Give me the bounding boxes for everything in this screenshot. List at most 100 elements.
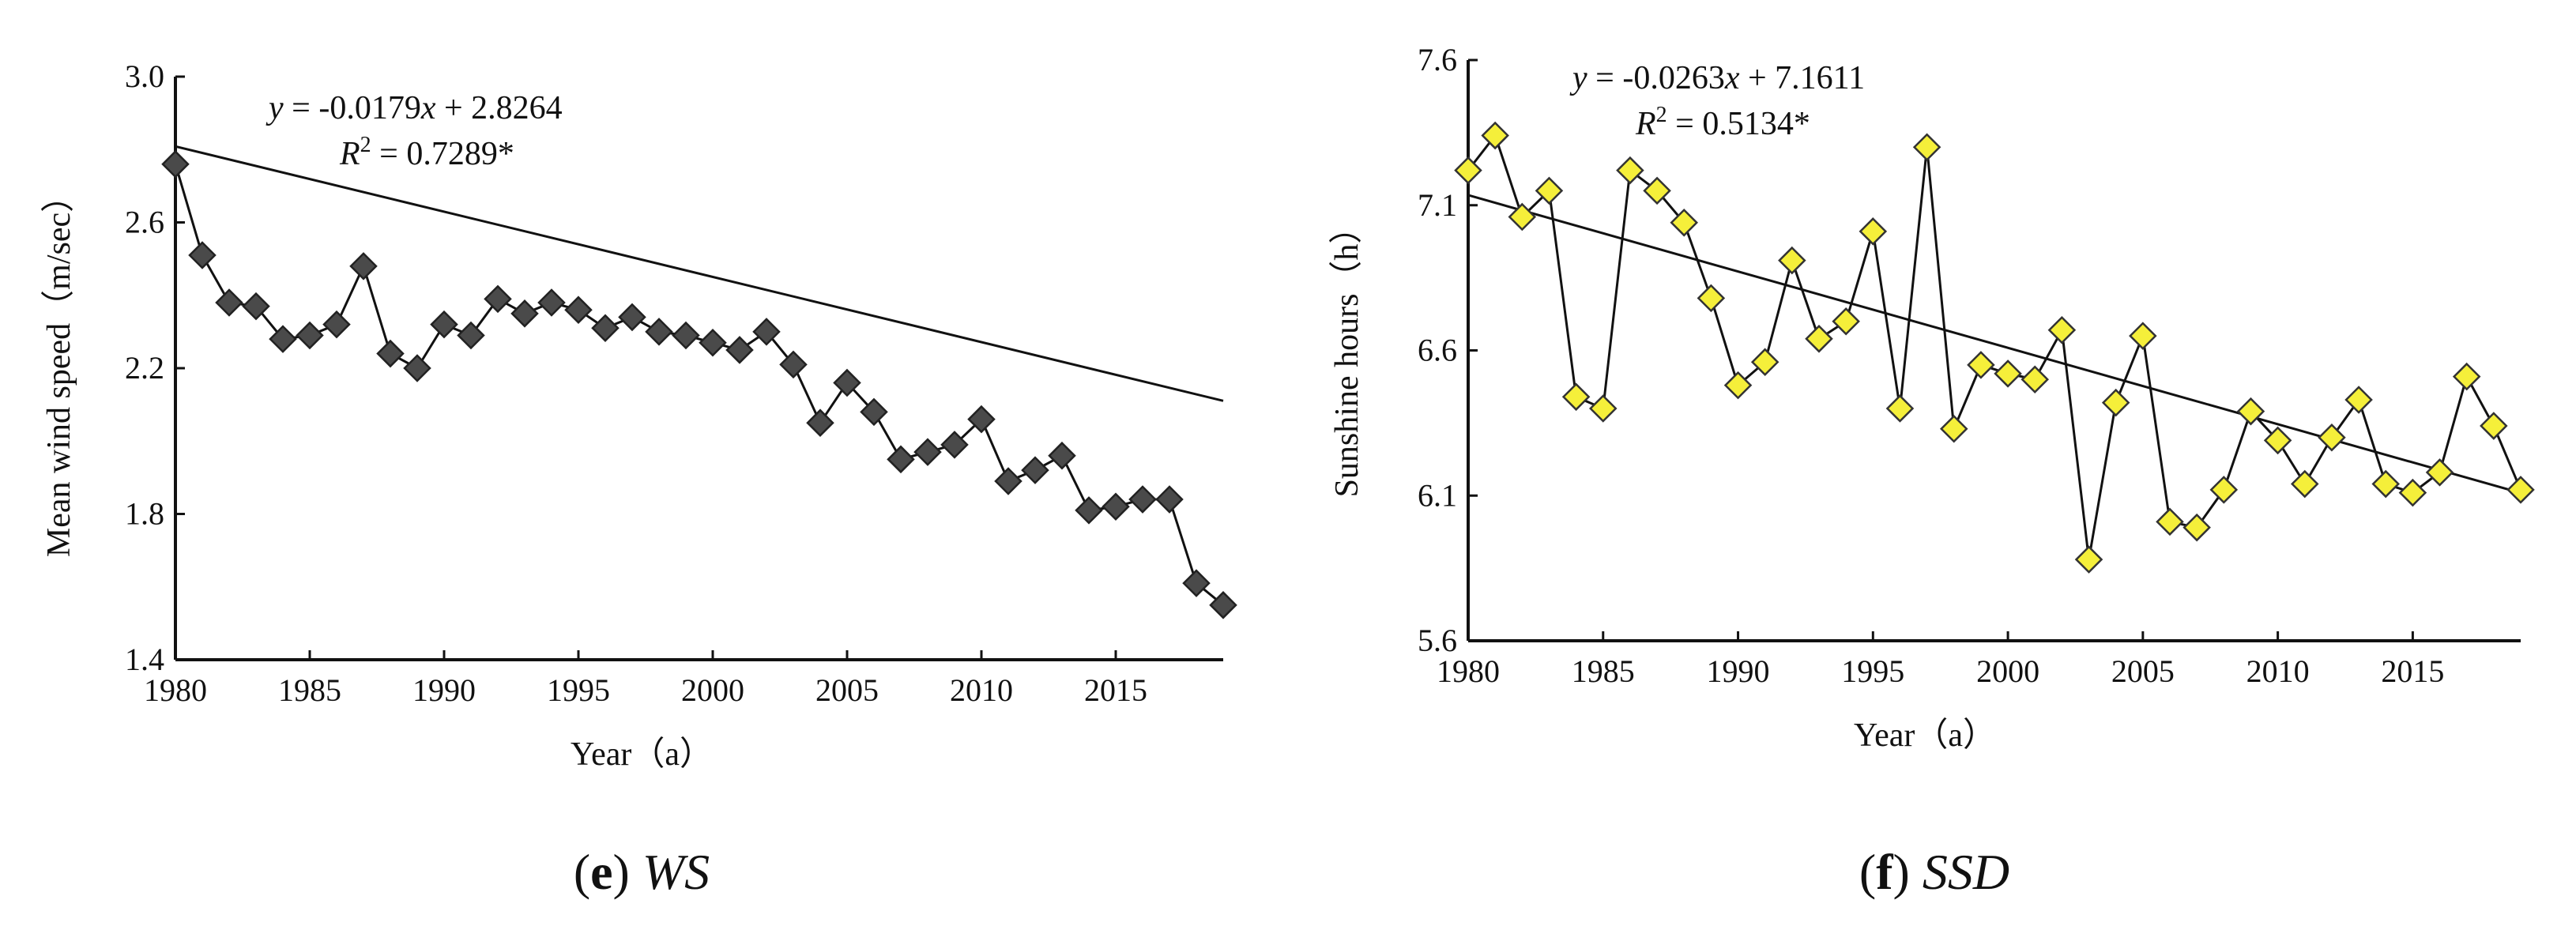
panel-e-data-point (1102, 492, 1130, 521)
panel-f-x-tick-label: 2000 (1976, 653, 2039, 689)
panel-f-y-tick-label: 5.6 (1418, 623, 1457, 658)
panel-f-series-line (1467, 133, 2522, 560)
panel-f-caption: (f) SSD (1859, 844, 2009, 900)
panel-e-x-tick-label: 2010 (950, 672, 1013, 708)
panel-f-y-tick-label: 7.6 (1418, 42, 1457, 77)
panel-f-data-point (2263, 426, 2292, 455)
panel-e-eq-x: x (420, 90, 436, 126)
panel-f-data-point (2318, 423, 2346, 452)
panel-f-data-point (1805, 325, 1833, 353)
panel-e-eq-y: y (266, 90, 284, 126)
panel-e-data-point (1155, 485, 1184, 514)
panel-f-data-point (1750, 348, 1779, 376)
panel-f-data-point (2101, 388, 2130, 417)
panel-f-data-point (2506, 476, 2535, 504)
panel-e-data-point (591, 314, 620, 343)
panel-f-data-point (2129, 322, 2157, 350)
panel-e-x-tick-label: 1980 (144, 672, 207, 708)
panel-f-r2-r: R (1635, 106, 1656, 142)
panel-e-data-point (672, 321, 700, 350)
panel-e-data-point (1075, 496, 1103, 525)
panel-f-data-point (2047, 316, 2077, 344)
panel-e-data-point (645, 318, 673, 346)
panel-e-y-tick-label: 2.6 (125, 205, 164, 240)
panel-f-r2-sup: 2 (1656, 103, 1667, 127)
panel-f-x-tick-label: 1990 (1707, 653, 1770, 689)
panel-e-data-point (484, 284, 512, 314)
panel-f-data-point (1508, 202, 1537, 232)
panel-e-eq-slope: = -0.0179 (284, 90, 421, 126)
panel-e-r2-sup: 2 (360, 133, 371, 157)
panel-e-y-tick-label: 3.0 (125, 58, 164, 94)
panel-e-x-axis-title: Year（a） (571, 736, 713, 773)
panel-e-data-point (833, 368, 861, 397)
panel-e-data-point (1209, 591, 1237, 619)
panel-e-caption: (e) WS (574, 844, 710, 900)
panel-f-data-point (1832, 307, 1860, 336)
panel-f-r-squared: R2 = 0.5134* (1635, 103, 1810, 142)
panel-f-y-tick-label: 6.1 (1418, 477, 1457, 513)
panel-e-data-point (967, 405, 996, 434)
panel-f-x-tick-label: 1995 (1841, 653, 1904, 689)
panel-f-data-point (1967, 351, 1995, 379)
panel-f-data-point (2480, 412, 2508, 440)
panel-f-data-point (2156, 507, 2184, 536)
panel-e-data-point (618, 303, 646, 332)
panel-f-x-axis-title: Year（a） (1854, 717, 1996, 754)
panel-f-data-point (2452, 362, 2481, 391)
panel-f-data-point (2291, 469, 2319, 499)
panel-e-eq-intercept: + 2.8264 (436, 90, 563, 126)
panel-f-data-point (1670, 209, 1698, 237)
panel-f-eq-x: x (1724, 60, 1740, 96)
panel-f-data-point (2182, 513, 2211, 542)
panel-e-data-point (296, 321, 324, 350)
panel-e-data-point (699, 328, 727, 357)
panel-e-y-tick-label: 2.2 (125, 350, 164, 386)
panel-e-x-tick-label: 1995 (547, 672, 610, 708)
panel-f-data-point (1643, 176, 1671, 205)
panel-f-data-point (1561, 382, 1591, 412)
panel-e-x-tick-label: 1990 (412, 672, 476, 708)
panel-e-data-point (994, 467, 1022, 495)
panel-f-data-point (2425, 458, 2454, 487)
panel-f-eq-slope: = -0.0263 (1587, 60, 1725, 96)
panel-e-data-point (349, 252, 378, 280)
panel-f-data-point (1454, 156, 1482, 185)
panel-e-trend-line (175, 145, 1224, 402)
panel-e-data-point (887, 445, 915, 474)
panel-e-data-point (860, 397, 888, 427)
panel-f-y-tick-label: 6.6 (1418, 333, 1457, 368)
panel-f-y-tick-label: 7.1 (1418, 187, 1457, 223)
panel-f-eq-y: y (1569, 60, 1587, 96)
panel-f-data-point (1859, 217, 1888, 246)
panel-f-data-point (1885, 394, 1915, 423)
panel-e-y-tick-label: 1.4 (125, 642, 164, 677)
panel-e-x-tick-label: 2015 (1084, 672, 1147, 708)
panel-e-data-point (564, 295, 593, 324)
panel-e-y-axis-title: Mean wind speed（m/sec） (41, 179, 77, 557)
panel-e-data-point (537, 288, 566, 317)
panel-e-data-point (940, 431, 969, 459)
panel-f-data-point (1940, 414, 1968, 443)
panel-e-x-tick-label: 2000 (681, 672, 744, 708)
panel-e-data-point (242, 292, 270, 321)
panel-f-caption-text: SSD (1923, 844, 2009, 900)
panel-f-regression-equation: y = -0.0263x + 7.1611 (1569, 60, 1865, 96)
panel-e-regression-equation: y = -0.0179x + 2.8264 (266, 90, 563, 126)
panel-f-data-point (1589, 394, 1618, 423)
panel-f-data-point (1912, 133, 1941, 162)
panel-f-data-point (1535, 176, 1564, 205)
panel-e-data-point (457, 321, 485, 350)
panel-e-data-point (913, 438, 942, 466)
panel-e-series-line (174, 164, 1224, 606)
panel-f-caption-letter: f (1876, 844, 1893, 900)
panel-e-data-point (725, 336, 754, 364)
panel-e-data-point (430, 310, 458, 339)
panel-f-data-point (2344, 386, 2373, 414)
panel-e-data-point (752, 318, 781, 346)
panel-e-data-point (188, 241, 217, 269)
panel-f-data-point (1697, 284, 1726, 313)
panel-e-data-point (1182, 569, 1211, 597)
panel-f-data-point (1616, 156, 1644, 185)
panel-f-r2-value: = 0.5134* (1667, 106, 1810, 142)
